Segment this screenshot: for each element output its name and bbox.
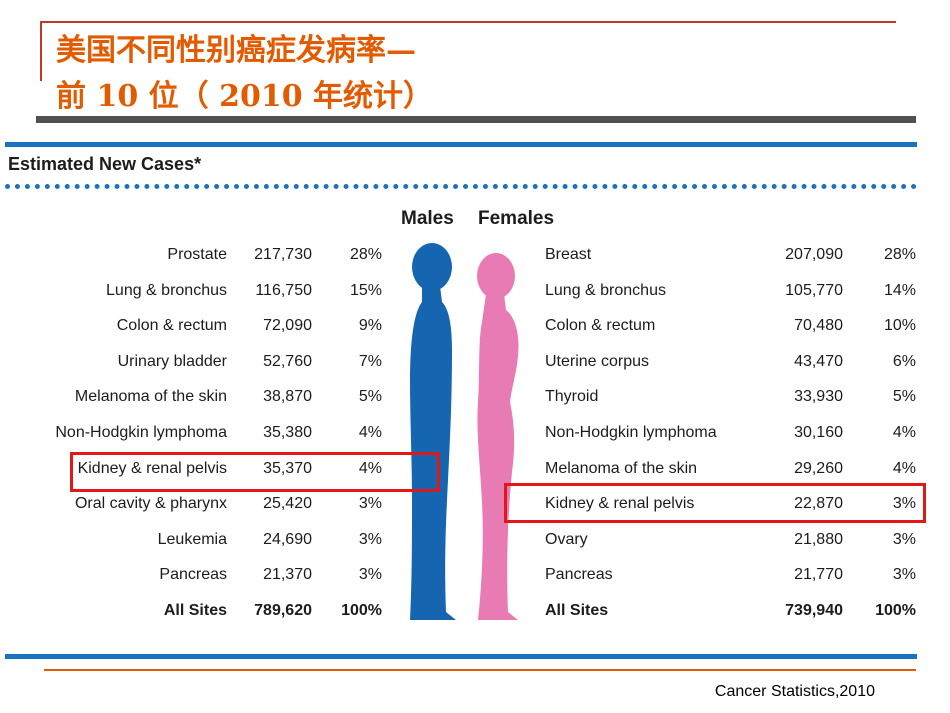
female-cases-cell: 21,880 bbox=[794, 531, 843, 548]
male-site-cell: Leukemia bbox=[157, 531, 227, 548]
male-site-cell: All Sites bbox=[163, 602, 227, 619]
male-pct-cell: 100% bbox=[341, 602, 382, 619]
female-pct-cell: 6% bbox=[892, 353, 916, 370]
male-pct-cell: 3% bbox=[358, 531, 382, 548]
female-site-cell: Colon & rectum bbox=[545, 317, 656, 334]
female-pct-cell: 10% bbox=[883, 317, 916, 334]
male-cases-cell: 35,380 bbox=[263, 424, 312, 441]
male-cases-cell: 21,370 bbox=[263, 566, 312, 583]
female-kidney-highlight bbox=[504, 483, 926, 523]
male-pct-cell: 7% bbox=[358, 353, 382, 370]
female-site-cell: Non-Hodgkin lymphoma bbox=[545, 424, 717, 441]
male-kidney-highlight bbox=[70, 452, 440, 492]
female-pct-cell: 100% bbox=[875, 602, 916, 619]
female-site-cell: Uterine corpus bbox=[545, 353, 650, 370]
male-cases-cell: 35,370 bbox=[263, 460, 312, 477]
title-frame-left-line bbox=[40, 21, 42, 81]
females-header: Females bbox=[478, 208, 555, 229]
footer-orange-rule bbox=[44, 669, 916, 671]
male-cases-cell: 24,690 bbox=[263, 531, 312, 548]
female-cases-cell: 30,160 bbox=[794, 424, 843, 441]
male-pct-cell: 15% bbox=[349, 282, 382, 299]
female-pct-cell: 4% bbox=[892, 460, 916, 477]
male-cases-cell: 25,420 bbox=[263, 495, 312, 512]
male-site-cell: Oral cavity & pharynx bbox=[74, 495, 227, 512]
title-underline-bar bbox=[36, 116, 916, 123]
male-pct-cell: 9% bbox=[358, 317, 382, 334]
female-site-cell: Kidney & renal pelvis bbox=[545, 495, 695, 512]
male-site-cell: Pancreas bbox=[159, 566, 227, 583]
female-cases-cell: 739,940 bbox=[785, 602, 843, 619]
male-site-cell: Colon & rectum bbox=[116, 317, 227, 334]
table-dotted-rule bbox=[5, 184, 917, 189]
female-site-cell: Lung & bronchus bbox=[545, 282, 666, 299]
male-cases-cell: 72,090 bbox=[263, 317, 312, 334]
source-citation: Cancer Statistics,2010 bbox=[714, 683, 875, 700]
title-line-1: 美国不同性别癌症发病率— bbox=[56, 33, 416, 68]
female-cases-cell: 70,480 bbox=[794, 317, 843, 334]
female-site-cell: Breast bbox=[545, 246, 592, 263]
male-pct-cell: 28% bbox=[349, 246, 382, 263]
female-pct-cell: 5% bbox=[892, 388, 916, 405]
table-bottom-rule bbox=[5, 654, 917, 659]
female-cases-cell: 207,090 bbox=[785, 246, 843, 263]
title-line-2: 前 10 位（ 2010 年统计） bbox=[56, 79, 434, 114]
title-frame-top-line bbox=[40, 21, 896, 23]
male-pct-cell: 5% bbox=[358, 388, 382, 405]
male-cases-cell: 52,760 bbox=[263, 353, 312, 370]
male-pct-cell: 4% bbox=[358, 460, 382, 477]
female-pct-cell: 3% bbox=[892, 566, 916, 583]
male-cases-cell: 789,620 bbox=[254, 602, 312, 619]
male-site-cell: Kidney & renal pelvis bbox=[77, 460, 227, 477]
males-header: Males bbox=[401, 208, 454, 229]
male-site-cell: Melanoma of the skin bbox=[74, 388, 227, 405]
table-top-rule bbox=[5, 142, 917, 147]
female-pct-cell: 3% bbox=[892, 495, 916, 512]
male-cases-cell: 116,750 bbox=[255, 282, 312, 299]
male-silhouette-icon bbox=[410, 243, 456, 620]
slide-title: 美国不同性别癌症发病率— 前 10 位（ 2010 年统计） bbox=[56, 28, 433, 120]
female-pct-cell: 3% bbox=[892, 531, 916, 548]
female-cases-cell: 29,260 bbox=[794, 460, 843, 477]
female-pct-cell: 4% bbox=[892, 424, 916, 441]
male-cases-cell: 38,870 bbox=[263, 388, 312, 405]
female-site-cell: All Sites bbox=[545, 602, 609, 619]
male-cases-cell: 217,730 bbox=[254, 246, 312, 263]
female-cases-cell: 21,770 bbox=[794, 566, 843, 583]
female-site-cell: Ovary bbox=[545, 531, 588, 548]
female-cases-cell: 33,930 bbox=[794, 388, 843, 405]
female-silhouette-icon bbox=[477, 253, 519, 620]
female-pct-cell: 14% bbox=[883, 282, 916, 299]
male-site-cell: Lung & bronchus bbox=[106, 282, 227, 299]
female-cases-cell: 43,470 bbox=[794, 353, 843, 370]
male-pct-cell: 3% bbox=[358, 566, 382, 583]
male-site-cell: Prostate bbox=[167, 246, 227, 263]
male-pct-cell: 3% bbox=[358, 495, 382, 512]
female-site-cell: Melanoma of the skin bbox=[545, 460, 698, 477]
male-site-cell: Non-Hodgkin lymphoma bbox=[55, 424, 227, 441]
female-pct-cell: 28% bbox=[883, 246, 916, 263]
male-site-cell: Urinary bladder bbox=[117, 353, 227, 370]
female-cases-cell: 105,770 bbox=[785, 282, 843, 299]
female-site-cell: Pancreas bbox=[545, 566, 613, 583]
female-cases-cell: 22,870 bbox=[794, 495, 843, 512]
table-subtitle: Estimated New Cases* bbox=[8, 154, 202, 174]
male-pct-cell: 4% bbox=[358, 424, 382, 441]
female-site-cell: Thyroid bbox=[545, 388, 599, 405]
